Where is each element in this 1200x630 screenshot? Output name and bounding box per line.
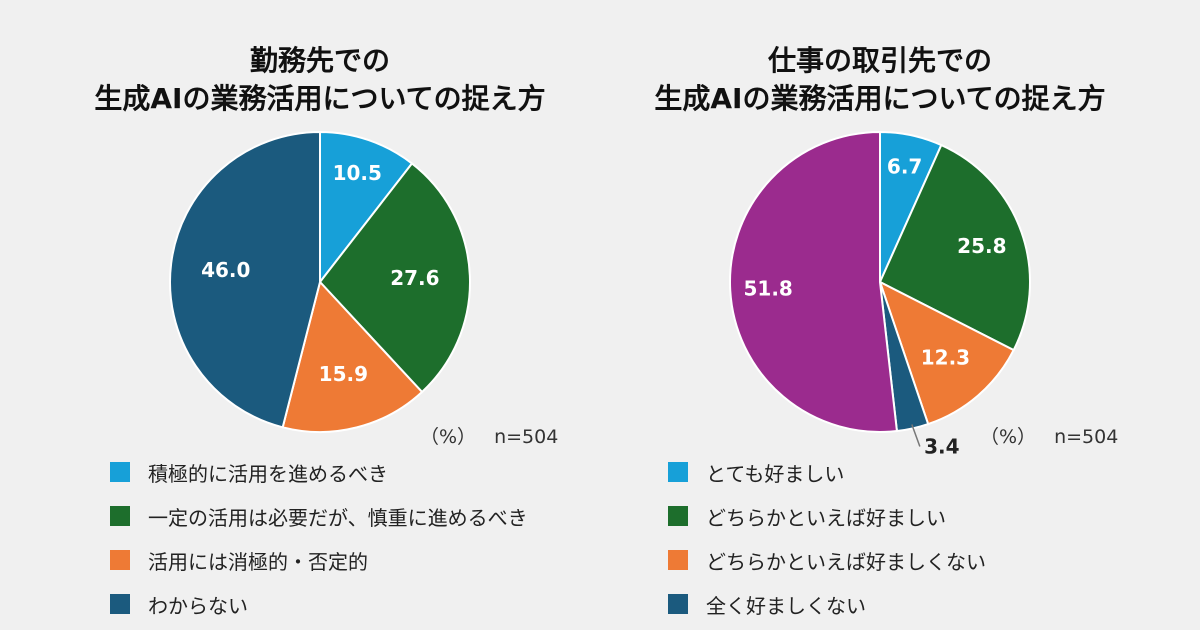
chart-title-workplace: 勤務先での 生成AIの業務活用についての捉え方 bbox=[40, 42, 600, 118]
pie-slice bbox=[169, 130, 321, 429]
legend-item: とても好ましい bbox=[668, 450, 986, 494]
data-label: 10.5 bbox=[333, 161, 382, 185]
pie-slice bbox=[729, 130, 899, 433]
pie-slice bbox=[878, 143, 1031, 352]
pie-slice bbox=[281, 279, 424, 433]
data-label: 12.3 bbox=[921, 346, 970, 370]
legend-label: 全く好ましくない bbox=[706, 593, 866, 618]
pie-chart-partner: 6.7 25.8 12.3 3.4 51.8 bbox=[729, 130, 1031, 458]
legend-swatch bbox=[110, 594, 130, 614]
chart-title-line: 生成AIの業務活用についての捉え方 bbox=[94, 82, 546, 115]
legend-swatch bbox=[668, 506, 688, 526]
legend-label: 積極的に活用を進めるべき bbox=[148, 461, 388, 486]
legend-label: どちらかといえば好ましい bbox=[706, 505, 946, 530]
chart-title-partner: 仕事の取引先での 生成AIの業務活用についての捉え方 bbox=[600, 42, 1160, 118]
legend-item: どちらかといえば好ましい bbox=[668, 494, 986, 538]
pie-slice bbox=[319, 130, 414, 285]
chart-title-line: 勤務先での bbox=[249, 44, 390, 77]
pie-slice bbox=[318, 162, 471, 394]
unit-label-partner: （%） n=504 bbox=[980, 422, 1118, 449]
legend-swatch bbox=[110, 506, 130, 526]
data-label: 3.4 bbox=[924, 434, 959, 458]
legend-item: どちらかといえば好ましくない bbox=[668, 538, 986, 582]
chart-title-line: 仕事の取引先での bbox=[767, 44, 992, 77]
unit-label-workplace: （%） n=504 bbox=[420, 422, 558, 449]
data-label: 27.6 bbox=[390, 266, 439, 290]
data-label: 46.0 bbox=[201, 258, 250, 282]
leader-line bbox=[911, 424, 921, 447]
percent-unit: （%） bbox=[980, 426, 1037, 448]
legend-label: とても好ましい bbox=[706, 461, 845, 486]
data-label: 25.8 bbox=[957, 234, 1006, 258]
pie-slice bbox=[878, 279, 1015, 426]
percent-unit: （%） bbox=[420, 426, 477, 448]
legend-swatch bbox=[110, 462, 130, 482]
legend-swatch bbox=[668, 594, 688, 614]
legend-swatch bbox=[668, 550, 688, 570]
chart-title-line: 生成AIの業務活用についての捉え方 bbox=[654, 82, 1106, 115]
legend-item: 一定の活用は必要だが、慎重に進めるべき bbox=[110, 494, 528, 538]
data-label: 51.8 bbox=[743, 276, 792, 300]
data-label: 15.9 bbox=[319, 362, 368, 386]
legend-label: わからない bbox=[148, 593, 248, 618]
legend-label: どちらかといえば好ましくない bbox=[706, 549, 986, 574]
legend-workplace: 積極的に活用を進めるべき 一定の活用は必要だが、慎重に進めるべき 活用には消極的… bbox=[110, 450, 528, 626]
legend-swatch bbox=[110, 550, 130, 570]
legend-label: 活用には消極的・否定的 bbox=[148, 549, 368, 574]
sample-size: n=504 bbox=[1054, 426, 1119, 448]
legend-item: 全く好ましくない bbox=[668, 582, 986, 626]
sample-size: n=504 bbox=[494, 426, 559, 448]
pie-chart-workplace: 10.5 27.6 15.9 46.0 bbox=[169, 130, 471, 433]
data-label: 6.7 bbox=[887, 155, 922, 179]
legend-label: 一定の活用は必要だが、慎重に進めるべき bbox=[148, 505, 528, 530]
legend-item: 積極的に活用を進めるべき bbox=[110, 450, 528, 494]
legend-partner: とても好ましい どちらかといえば好ましい どちらかといえば好ましくない 全く好ま… bbox=[668, 450, 986, 626]
legend-item: わからない bbox=[110, 582, 528, 626]
legend-swatch bbox=[668, 462, 688, 482]
legend-item: 活用には消極的・否定的 bbox=[110, 538, 528, 582]
